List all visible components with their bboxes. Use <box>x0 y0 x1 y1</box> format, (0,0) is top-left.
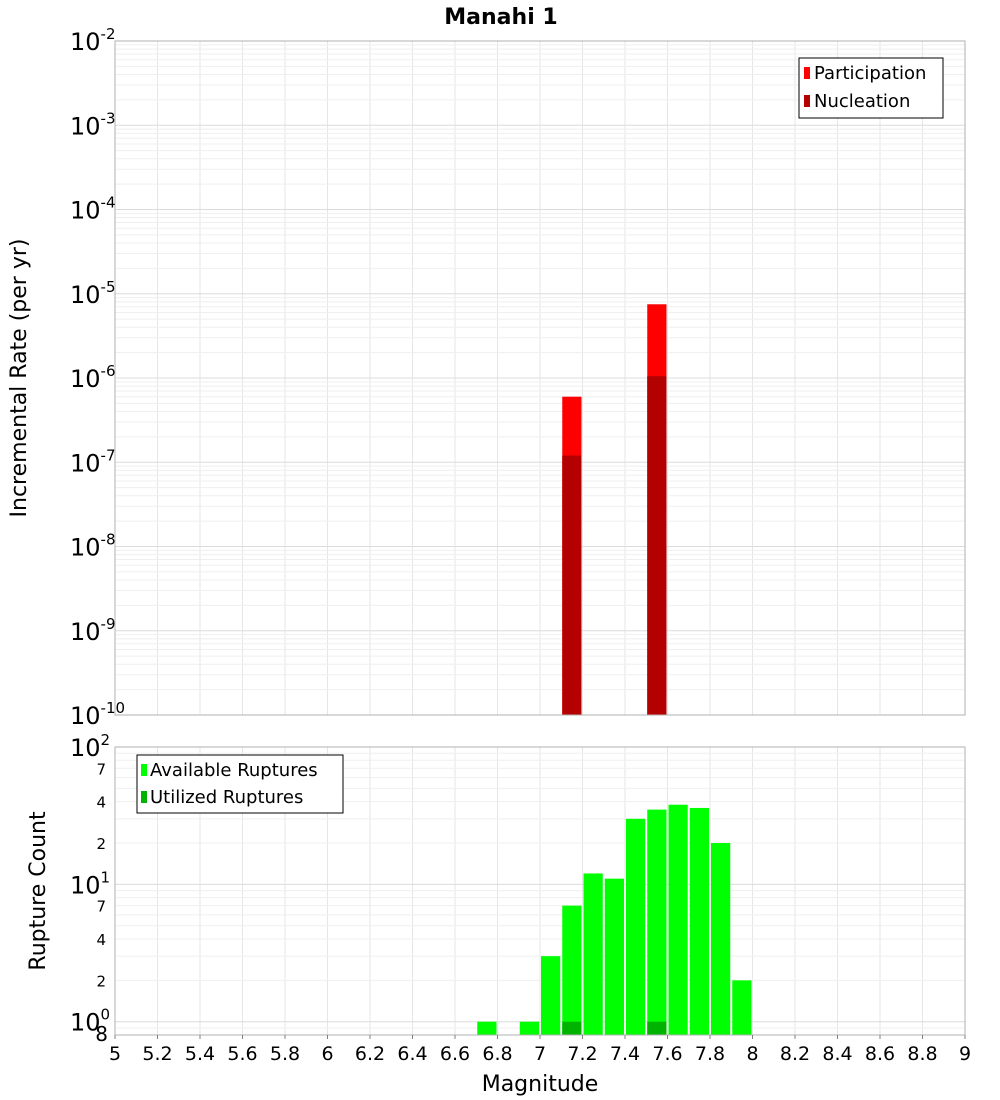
x-axis-label: Magnitude <box>482 1072 599 1097</box>
rupture-count-panel: 100 101 102 8 2 4 7 2 4 7 Rupture Count Available R… <box>26 731 966 1046</box>
available-ruptures-bar <box>604 878 624 1035</box>
nucleation-bar <box>647 376 667 715</box>
y-tick-label: 10-10 <box>70 699 125 730</box>
chart-title: Manahi 1 <box>444 5 557 30</box>
available-ruptures-bar <box>583 873 603 1035</box>
legend-box <box>798 57 944 119</box>
x-tick-label: 7.2 <box>567 1043 597 1065</box>
x-tick-label: 8.4 <box>822 1043 852 1065</box>
y-tick-label: 10-6 <box>70 362 116 393</box>
x-tick-label: 8 <box>746 1043 758 1065</box>
legend-swatch <box>804 67 810 79</box>
x-tick-label: 6.8 <box>482 1043 512 1065</box>
y-tick-label: 10-7 <box>70 446 116 477</box>
y-tick-label-minor: 4 <box>96 794 106 812</box>
y-tick-label: 101 <box>70 868 110 899</box>
y-tick-label: 10-4 <box>70 194 116 225</box>
y-tick-label: 10-8 <box>70 531 116 562</box>
nucleation-bar <box>562 455 582 715</box>
utilized-ruptures-bar <box>647 1021 667 1035</box>
legend-rate: Participation Nucleation <box>798 57 944 119</box>
available-ruptures-bar <box>626 818 646 1035</box>
y-tick-label-minor: 7 <box>96 898 106 916</box>
y-tick-label: 102 <box>70 731 110 762</box>
x-tick-label: 8.6 <box>865 1043 895 1065</box>
y-tick-label: 10-5 <box>70 278 116 309</box>
x-tick-label: 7.8 <box>695 1043 725 1065</box>
available-ruptures-bar <box>732 980 752 1035</box>
y-tick-label-minor: 4 <box>96 931 106 949</box>
available-ruptures-bar <box>689 807 709 1035</box>
y-axis-label-count: Rupture Count <box>26 811 51 971</box>
available-ruptures-bar <box>647 809 667 1035</box>
legend-count: Available Ruptures Utilized Ruptures <box>136 754 344 814</box>
legend-label: Nucleation <box>814 91 910 112</box>
available-ruptures-bar <box>668 804 688 1035</box>
x-tick-label: 6.2 <box>355 1043 385 1065</box>
legend-swatch <box>804 95 810 107</box>
rate-panel: 10-10 10-9 10-8 10-7 10-6 10-5 10-4 10-3 10-2 Inc… <box>7 25 966 730</box>
available-ruptures-bar <box>519 1021 539 1035</box>
x-tick-label: 5.8 <box>270 1043 300 1065</box>
plot-frame <box>114 40 966 716</box>
legend-label: Utilized Ruptures <box>150 787 303 808</box>
x-tick-label: 8.2 <box>780 1043 810 1065</box>
x-tick-label: 6.6 <box>440 1043 470 1065</box>
x-tick-label: 5.6 <box>227 1043 257 1065</box>
x-tick-label: 5.4 <box>185 1043 215 1065</box>
available-ruptures-bar <box>477 1021 497 1035</box>
legend-swatch <box>141 764 147 776</box>
y-tick-label: 10-9 <box>70 615 116 646</box>
legend-label: Available Ruptures <box>150 760 318 781</box>
x-axis: 5 5.2 5.4 5.6 5.8 6 6.2 6.4 6.6 6.8 7 7.2 7.4 7.6 7.8 8… <box>109 1035 971 1065</box>
x-tick-label: 8.8 <box>907 1043 937 1065</box>
y-axis-label-rate: Incremental Rate (per yr) <box>7 239 32 518</box>
x-tick-label: 7.4 <box>610 1043 640 1065</box>
y-tick-label: 10-2 <box>70 25 116 56</box>
available-ruptures-bar <box>562 905 582 1035</box>
x-tick-label: 6 <box>321 1043 333 1065</box>
y-tick-label-minor: 7 <box>96 760 106 778</box>
legend-swatch <box>141 791 147 803</box>
x-tick-label: 5.2 <box>142 1043 172 1065</box>
y-tick-label-minor: 2 <box>96 972 106 990</box>
x-tick-label: 9 <box>959 1043 971 1065</box>
x-tick-label: 5 <box>109 1043 121 1065</box>
y-tick-label-minor: 8 <box>95 1022 108 1046</box>
legend-label: Participation <box>814 63 926 84</box>
x-tick-label: 7.6 <box>652 1043 682 1065</box>
available-ruptures-bar <box>541 956 561 1035</box>
x-tick-label: 7 <box>534 1043 546 1065</box>
y-tick-label: 100 <box>70 1006 110 1037</box>
x-tick-label: 6.4 <box>397 1043 427 1065</box>
y-tick-label: 10-3 <box>70 109 116 140</box>
y-tick-label-minor: 2 <box>96 835 106 853</box>
legend-box <box>136 754 344 814</box>
utilized-ruptures-bar <box>562 1021 582 1035</box>
available-ruptures-bar <box>711 843 731 1035</box>
